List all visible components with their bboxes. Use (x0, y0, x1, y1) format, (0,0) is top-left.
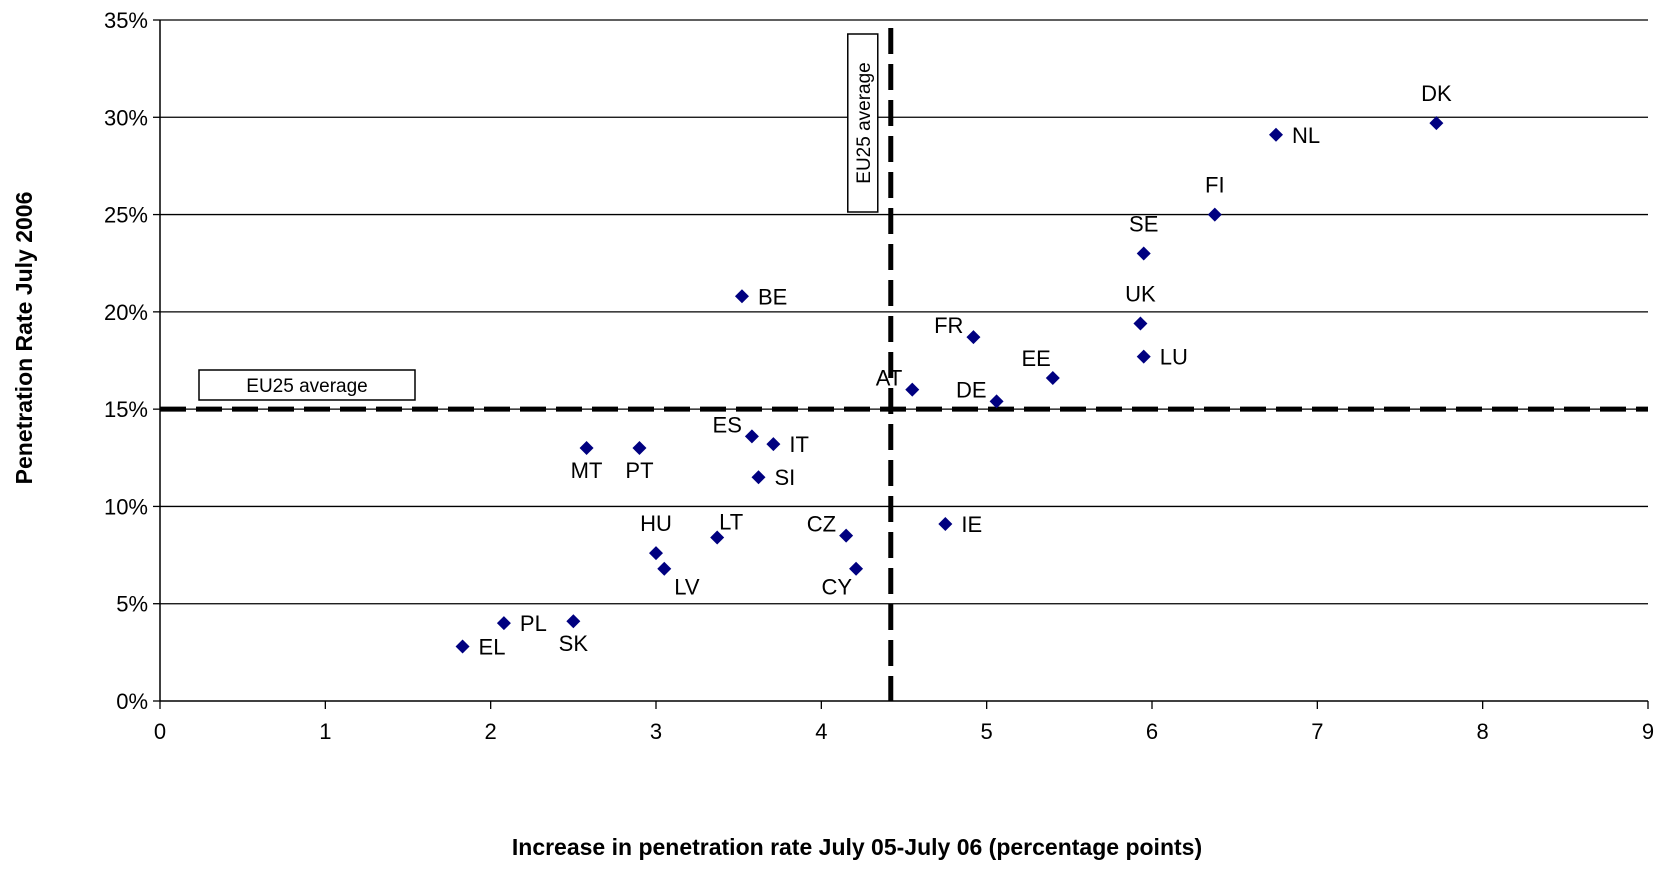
point-label-ie: IE (961, 512, 982, 537)
point-marker-it (766, 437, 781, 452)
point-marker-uk (1133, 316, 1148, 331)
point-marker-hu (649, 546, 663, 561)
point-marker-ee (1045, 371, 1060, 386)
y-axis-title: Penetration Rate July 2006 (11, 192, 37, 485)
point-label-el: EL (479, 635, 506, 660)
point-marker-es (744, 429, 759, 444)
point-marker-el (455, 639, 470, 654)
y-tick-label: 0% (116, 689, 148, 714)
x-tick-label: 3 (650, 719, 662, 744)
point-label-lu: LU (1160, 345, 1188, 370)
point-marker-si (751, 470, 766, 485)
point-label-pl: PL (520, 611, 547, 636)
eu25-average-label-vertical: EU25 average (854, 62, 875, 183)
point-label-lt: LT (719, 510, 743, 535)
y-tick-label: 25% (104, 203, 148, 228)
x-tick-label: 7 (1311, 719, 1323, 744)
point-marker-cy (849, 561, 864, 576)
eu25-average-label-horizontal: EU25 average (246, 376, 367, 397)
point-marker-pt (632, 441, 647, 456)
point-label-nl: NL (1292, 123, 1320, 148)
x-tick-label: 9 (1642, 719, 1654, 744)
point-marker-pl (496, 616, 511, 631)
point-marker-de (989, 394, 1004, 409)
point-label-uk: UK (1125, 282, 1156, 307)
point-label-si: SI (775, 465, 796, 490)
x-tick-label: 0 (154, 719, 166, 744)
grid-lines (160, 19, 1648, 605)
y-tick-label: 30% (104, 105, 148, 130)
point-label-hu: HU (640, 511, 672, 536)
x-tick-label: 4 (815, 719, 827, 744)
point-label-fi: FI (1205, 173, 1225, 198)
y-tick-label: 5% (116, 592, 148, 617)
point-label-cy: CY (821, 575, 852, 600)
point-label-de: DE (956, 377, 987, 402)
point-marker-lu (1136, 349, 1151, 364)
point-marker-lt (710, 530, 725, 545)
point-marker-be (734, 289, 749, 304)
eu25-average-label-box-vertical (847, 33, 879, 213)
point-label-dk: DK (1421, 81, 1452, 106)
x-tick-label: 8 (1477, 719, 1489, 744)
point-label-cz: CZ (807, 512, 836, 537)
point-label-mt: MT (571, 458, 603, 483)
x-tick-label: 2 (485, 719, 497, 744)
y-tick-label: 20% (104, 300, 148, 325)
x-tick-label: 6 (1146, 719, 1158, 744)
point-label-pt: PT (625, 458, 653, 483)
point-label-fr: FR (934, 313, 963, 338)
y-tick-label: 15% (104, 397, 148, 422)
point-marker-dk (1429, 116, 1444, 131)
reference-lines (160, 28, 1648, 701)
point-marker-nl (1269, 127, 1283, 142)
y-tick-label: 35% (104, 8, 148, 33)
point-marker-fr (966, 330, 981, 345)
plot-frame (159, 20, 1648, 702)
point-label-es: ES (713, 412, 742, 437)
y-axis-ticks: 0% 5% 10% 15% 20% 25% 30% 35% (104, 8, 160, 714)
point-marker-se (1136, 246, 1151, 261)
point-marker-cz (839, 528, 854, 543)
point-marker-fi (1207, 207, 1222, 222)
point-label-it: IT (789, 432, 809, 457)
x-tick-label: 5 (981, 719, 993, 744)
average-labels: EU25 average EU25 average (198, 33, 879, 401)
point-label-lv: LV (674, 575, 700, 600)
point-label-ee: EE (1021, 346, 1050, 371)
point-marker-lv (657, 561, 672, 576)
point-label-at: AT (876, 366, 902, 391)
eu25-average-label-box-horizontal (198, 369, 416, 401)
point-marker-sk (566, 614, 581, 629)
x-axis-ticks: 0 1 2 3 4 5 6 7 8 9 (154, 701, 1654, 744)
point-label-sk: SK (559, 631, 589, 656)
point-label-se: SE (1129, 211, 1158, 236)
data-points: DK NL FI SE UK LU BE FR EE AT DE ES IT MT PT SI IE CZ LT HU… (455, 81, 1452, 660)
point-label-be: BE (758, 284, 787, 309)
y-tick-label: 10% (104, 494, 148, 519)
point-marker-at (905, 382, 920, 397)
x-tick-label: 1 (319, 719, 331, 744)
x-axis-title: Increase in penetration rate July 05-Jul… (512, 834, 1202, 860)
point-marker-ie (938, 516, 953, 531)
point-marker-mt (579, 441, 594, 456)
